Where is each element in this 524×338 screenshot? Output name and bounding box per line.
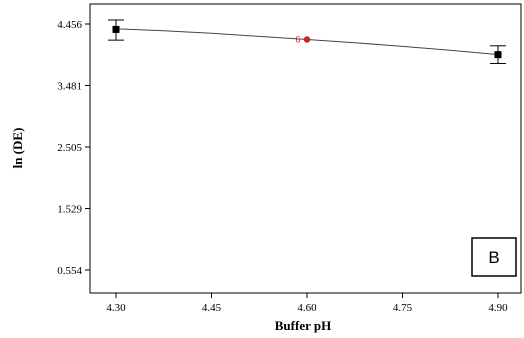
- x-tick-label: 4.75: [393, 302, 413, 314]
- y-axis-title: ln (DE): [10, 128, 25, 169]
- data-point-square: [112, 25, 120, 33]
- highlight-point: [303, 36, 311, 43]
- panel-label-box: [471, 237, 517, 277]
- data-point-square: [494, 51, 502, 59]
- y-tick-label: 4.456: [57, 19, 82, 31]
- panel-label: B: [488, 248, 499, 267]
- y-tick-label: 1.529: [57, 204, 82, 216]
- highlight-point-label: 6: [295, 35, 300, 45]
- marks: 6: [108, 19, 506, 64]
- x-tick-label: 4.30: [106, 302, 126, 314]
- plot-border: [89, 3, 522, 294]
- x-tick-label: 4.90: [488, 302, 508, 314]
- y-tick-label: 3.481: [57, 80, 82, 92]
- y-tick-label: 0.554: [57, 265, 82, 277]
- x-tick-label: 4.60: [297, 302, 317, 314]
- x-tick-label: 4.45: [202, 302, 222, 314]
- x-axis-title: Buffer pH: [275, 318, 331, 333]
- y-tick-label: 2.505: [57, 142, 82, 154]
- y-axis: 0.554 1.529 2.505 3.481 4.456: [57, 19, 90, 277]
- plot-frame: [89, 3, 522, 294]
- x-axis: 4.30 4.45 4.60 4.75 4.90: [106, 293, 508, 314]
